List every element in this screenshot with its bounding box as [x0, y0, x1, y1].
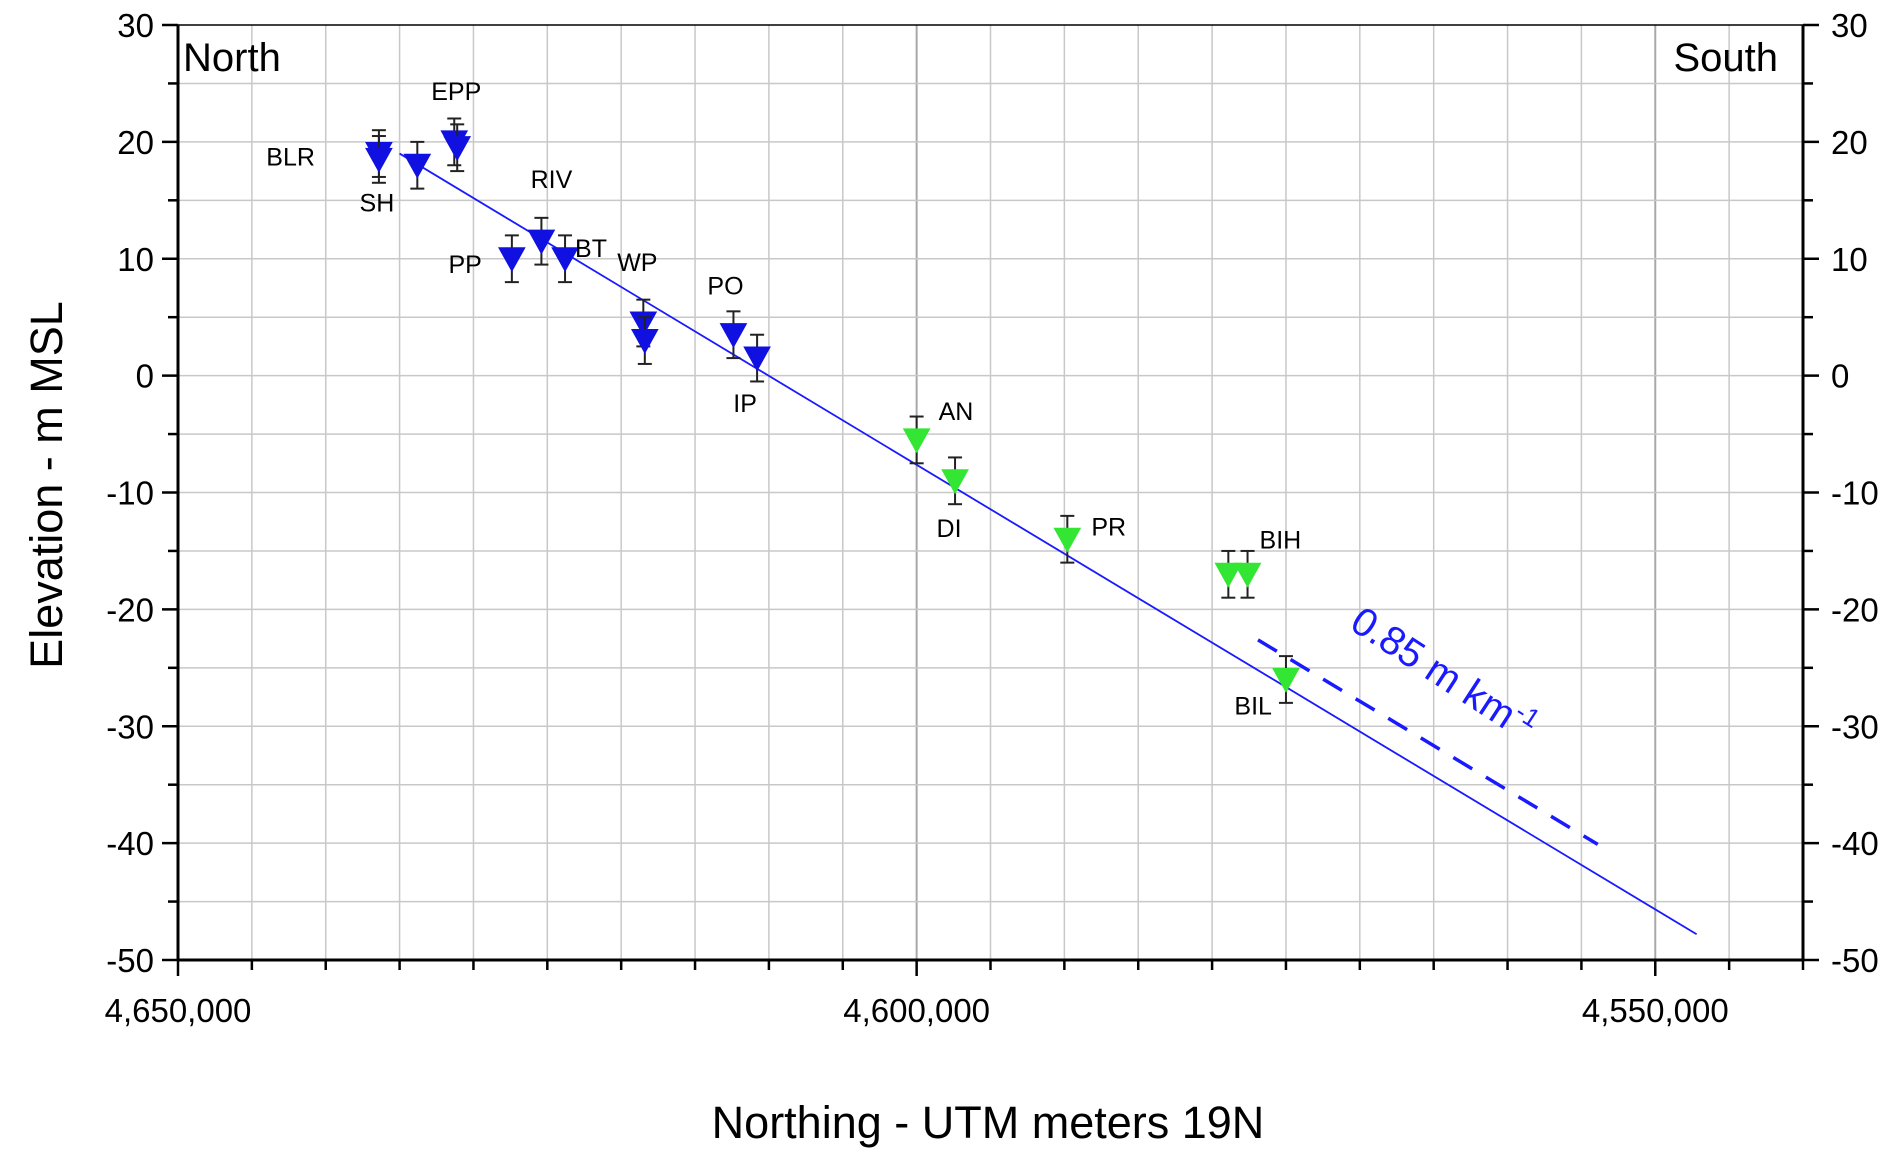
data-point: [902, 415, 931, 465]
axis-ticks: 4,650,000 4,600,000 4,550,000 30 30 20 20 10 10 0…: [105, 7, 1879, 1029]
data-point: [1233, 549, 1262, 599]
point-label: BIL: [1234, 693, 1272, 721]
triangle-marker: [365, 147, 393, 173]
y-tick-label-right: 20: [1831, 124, 1868, 161]
triangle-marker: [527, 229, 556, 255]
triangle-marker: [743, 346, 771, 372]
corner-label-north: North: [183, 36, 281, 80]
point-label: DI: [937, 515, 962, 543]
y-tick-label-right: -30: [1831, 708, 1879, 745]
y-tick-label-left: 10: [117, 241, 154, 278]
triangle-marker: [443, 136, 472, 162]
triangle-marker: [1214, 562, 1243, 588]
y-tick-label-right: -10: [1831, 475, 1879, 512]
triangle-marker: [403, 153, 432, 179]
point-labels: BLR SH EPP PP RIV BT WP PO IP AN DI PR BIH BIL: [266, 78, 1301, 721]
x-tick-label: 4,550,000: [1582, 992, 1729, 1029]
data-points: [365, 117, 1300, 704]
y-tick-label-right: -20: [1831, 591, 1879, 628]
y-tick-label-left: -30: [106, 708, 154, 745]
triangle-marker: [719, 323, 748, 349]
data-point: [1053, 514, 1082, 564]
triangle-marker: [551, 247, 579, 273]
x-axis-title: Northing - UTM meters 19N: [712, 1097, 1265, 1148]
point-label: IP: [733, 390, 757, 418]
y-tick-label-left: 30: [117, 7, 154, 44]
triangle-marker: [1272, 667, 1300, 693]
point-label: WP: [617, 249, 657, 277]
point-label: PP: [449, 251, 482, 279]
data-point: [1214, 549, 1243, 599]
slope-dashed-line: [1257, 638, 1599, 846]
point-label: PO: [707, 273, 743, 301]
x-tick-label: 4,600,000: [843, 992, 990, 1029]
y-tick-label-right: 0: [1831, 358, 1849, 395]
y-tick-label-right: -40: [1831, 825, 1879, 862]
data-point: [1272, 655, 1300, 704]
corner-label-south: South: [1673, 36, 1778, 80]
data-point: [551, 234, 579, 284]
fit-line-group: [399, 152, 1698, 936]
triangle-marker: [498, 247, 526, 273]
y-tick-label-left: -40: [106, 825, 154, 862]
point-label: EPP: [431, 78, 481, 106]
data-point: [365, 135, 393, 184]
point-label: AN: [939, 398, 974, 426]
y-tick-label-right: 10: [1831, 241, 1868, 278]
point-label: RIV: [531, 166, 573, 194]
data-point: [443, 123, 472, 173]
fit-line: [399, 152, 1698, 936]
point-label: BLR: [266, 144, 315, 172]
x-tick-label: 4,650,000: [105, 992, 252, 1029]
data-point: [941, 456, 969, 506]
point-label: BIH: [1260, 526, 1302, 554]
triangle-marker: [1233, 562, 1262, 588]
data-point: [743, 333, 771, 383]
point-label: SH: [360, 189, 395, 217]
point-label: BT: [575, 235, 607, 263]
y-tick-label-right: 30: [1831, 7, 1868, 44]
data-point: [498, 234, 526, 284]
data-point: [403, 140, 432, 190]
triangle-marker: [630, 329, 659, 354]
data-point: [527, 216, 556, 266]
y-axis-title: Elevation - m MSL: [21, 301, 72, 669]
triangle-marker: [941, 469, 969, 495]
data-point: [719, 310, 748, 360]
triangle-marker: [1053, 527, 1082, 553]
y-tick-label-left: -10: [106, 475, 154, 512]
grid: [178, 25, 1803, 960]
y-tick-label-left: 20: [117, 124, 154, 161]
triangle-marker: [902, 428, 931, 454]
y-tick-label-left: -50: [106, 942, 154, 979]
point-label: PR: [1091, 513, 1126, 541]
y-tick-label-right: -50: [1831, 942, 1879, 979]
y-tick-label-left: -20: [106, 591, 154, 628]
data-point: [630, 316, 659, 365]
y-tick-label-left: 0: [136, 358, 154, 395]
